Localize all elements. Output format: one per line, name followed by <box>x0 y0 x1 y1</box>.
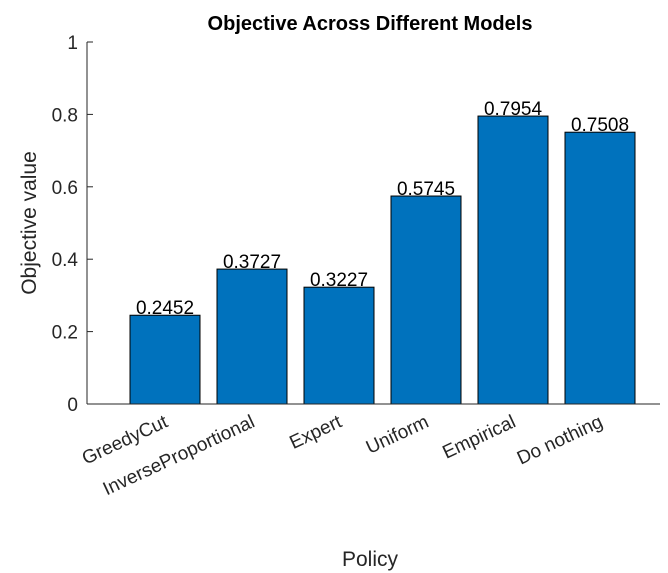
value-label: 0.3727 <box>223 252 281 273</box>
y-tick-label: 0.8 <box>52 105 78 126</box>
y-tick-label: 1 <box>67 33 78 54</box>
x-tick-label: Uniform <box>363 411 432 458</box>
value-label: 0.2452 <box>136 298 194 319</box>
y-tick-label: 0.2 <box>52 323 78 344</box>
x-axis-label: Policy <box>342 548 399 571</box>
bar <box>303 286 375 405</box>
x-tick-label: Empirical <box>439 411 519 463</box>
bar <box>390 195 462 405</box>
bar <box>477 115 549 405</box>
value-label: 0.7508 <box>571 115 629 136</box>
y-axis-label: Objective value <box>18 151 41 295</box>
y-tick-label: 0 <box>67 395 78 416</box>
value-label: 0.7954 <box>484 99 543 120</box>
y-tick-label: 0.4 <box>52 250 79 271</box>
bar <box>564 131 636 405</box>
chart-title: Objective Across Different Models <box>208 13 533 35</box>
value-label: 0.3227 <box>310 270 368 291</box>
x-tick-label: Do nothing <box>514 411 606 469</box>
x-tick-label: InverseProportional <box>100 411 258 500</box>
x-tick-label: Expert <box>286 411 345 454</box>
bar <box>129 314 201 405</box>
value-label: 0.5745 <box>397 179 455 200</box>
y-tick-label: 0.6 <box>52 178 78 199</box>
bar <box>216 268 288 405</box>
